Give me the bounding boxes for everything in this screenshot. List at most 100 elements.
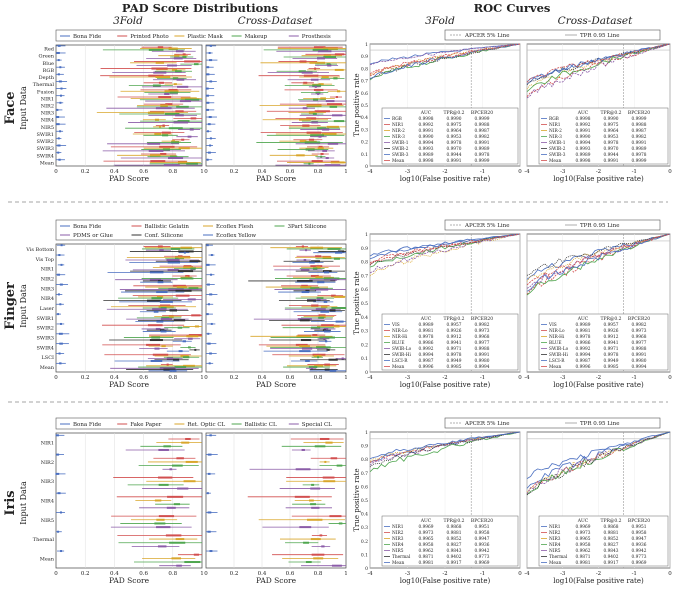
roc-x-tick: -2 bbox=[442, 571, 447, 577]
pad-box bbox=[303, 259, 307, 262]
pad-box bbox=[193, 63, 199, 66]
roc-curve-blue bbox=[369, 233, 521, 268]
pad-box bbox=[334, 295, 345, 298]
pad-box bbox=[310, 246, 324, 249]
apcer-legend: APCER 5% Line bbox=[464, 223, 509, 229]
pad-box bbox=[318, 314, 326, 317]
pad-x-tick: 0.6 bbox=[286, 169, 295, 175]
legend-entry: Prosthesis bbox=[302, 34, 331, 40]
metrics-label: NIR-Hi bbox=[392, 335, 408, 340]
roc-curve-nir5 bbox=[526, 431, 671, 495]
pad-box bbox=[180, 246, 193, 249]
pad-panel-cross: 0 0.2 0.4 0.6 0.8 1 PAD Score bbox=[204, 243, 348, 389]
roc-y-tick: 0.1 bbox=[361, 552, 368, 558]
pad-box bbox=[310, 367, 313, 370]
pad-row-label: Red bbox=[44, 47, 55, 53]
metrics-value: 0.9926 bbox=[603, 329, 618, 334]
roc-x-tick: 0 bbox=[518, 571, 522, 577]
roc-legend bbox=[444, 417, 661, 429]
pad-box bbox=[332, 114, 343, 117]
pad-box bbox=[57, 293, 60, 296]
metrics-value: 0.9958 bbox=[575, 543, 590, 548]
pad-box bbox=[170, 247, 181, 250]
pad-row-label: NIR1 bbox=[41, 96, 54, 102]
pad-box bbox=[166, 363, 169, 366]
pad-box bbox=[158, 279, 164, 282]
metrics-value: 0.9969 bbox=[631, 561, 646, 566]
pad-box bbox=[173, 57, 183, 60]
pad-box bbox=[321, 324, 334, 327]
pad-box bbox=[189, 260, 201, 263]
metrics-value: 0.9978 bbox=[474, 153, 489, 158]
roc-xlabel: log10(False positive rate) bbox=[553, 381, 644, 389]
pad-box bbox=[338, 522, 343, 525]
pad-box bbox=[333, 120, 345, 123]
metrics-label: NIR-Lo bbox=[549, 329, 565, 334]
pad-box bbox=[302, 107, 308, 110]
pad-box bbox=[155, 76, 171, 79]
pad-box bbox=[177, 487, 189, 490]
metrics-table bbox=[381, 313, 519, 371]
pad-box bbox=[150, 160, 166, 163]
pad-x-tick: 0.4 bbox=[258, 571, 267, 577]
pad-box bbox=[57, 492, 61, 495]
pad-box bbox=[184, 98, 200, 101]
legend-entry: Conf. Silicone bbox=[145, 233, 184, 239]
metrics-value: 0.9981 bbox=[418, 329, 433, 334]
pad-box bbox=[175, 257, 179, 260]
pad-box bbox=[209, 137, 212, 140]
pad-box bbox=[306, 104, 322, 107]
pad-axes bbox=[55, 243, 203, 373]
pad-row-label: Mean bbox=[40, 556, 55, 562]
pad-box bbox=[153, 310, 159, 313]
pad-box bbox=[168, 127, 183, 130]
pad-x-tick: 0.2 bbox=[81, 169, 90, 175]
roc-x-tick: -1 bbox=[480, 375, 485, 381]
pad-box bbox=[147, 299, 161, 302]
pad-x-tick: 0 bbox=[54, 169, 58, 175]
input-data-label: Input Data bbox=[19, 86, 28, 130]
pad-box bbox=[299, 319, 310, 322]
pad-box bbox=[323, 300, 328, 303]
pad-row-label: Green bbox=[38, 54, 54, 60]
roc-curve-nir-lo bbox=[526, 233, 671, 295]
metrics-value: 0.9949 bbox=[603, 359, 618, 364]
metrics-header: BPCER20 bbox=[471, 518, 493, 524]
pad-box bbox=[158, 81, 164, 84]
metrics-label: RGB bbox=[549, 117, 559, 122]
pad-legend bbox=[55, 219, 347, 241]
roc-curve-mean bbox=[526, 233, 671, 286]
roc-x-tick: -4 bbox=[524, 571, 530, 577]
pad-box bbox=[59, 283, 63, 286]
pad-box bbox=[318, 135, 322, 138]
roc-x-tick: -3 bbox=[405, 169, 411, 175]
pad-panel-3fold: 0 0.2 0.4 0.6 0.8 1 PAD Score NIR1 NIR2 NIR3 NIR4 N… bbox=[33, 432, 204, 585]
pad-box bbox=[182, 56, 187, 59]
pad-box bbox=[168, 47, 178, 50]
pad-box bbox=[151, 336, 161, 339]
pad-box bbox=[321, 305, 328, 308]
pad-box bbox=[56, 123, 60, 126]
pad-box bbox=[317, 92, 320, 95]
pad-box bbox=[155, 61, 164, 64]
pad-box bbox=[178, 250, 194, 253]
pad-box bbox=[177, 120, 190, 123]
metrics-value: 0.9970 bbox=[446, 147, 461, 152]
metrics-value: 0.9402 bbox=[446, 555, 461, 560]
metrics-value: 0.9998 bbox=[575, 117, 590, 122]
pad-xlabel: PAD Score bbox=[256, 380, 297, 389]
legend-entry: Bona Fide bbox=[73, 422, 101, 428]
pad-box bbox=[310, 78, 319, 81]
pad-box bbox=[209, 144, 212, 147]
roc-legend bbox=[444, 219, 661, 231]
legend-entry: Ballistic CL bbox=[245, 422, 277, 428]
roc-y-tick: 0 bbox=[365, 164, 368, 170]
roc-x-tick: 0 bbox=[518, 169, 522, 175]
metrics-label: NIR1 bbox=[549, 123, 561, 128]
metrics-label: SWIR-1 bbox=[549, 141, 566, 146]
pad-box bbox=[334, 53, 345, 56]
roc-cross-header: Cross-Dataset bbox=[558, 15, 633, 27]
metrics-value: 0.9881 bbox=[446, 531, 461, 536]
pad-box bbox=[302, 124, 310, 127]
metrics-value: 0.9968 bbox=[474, 335, 489, 340]
